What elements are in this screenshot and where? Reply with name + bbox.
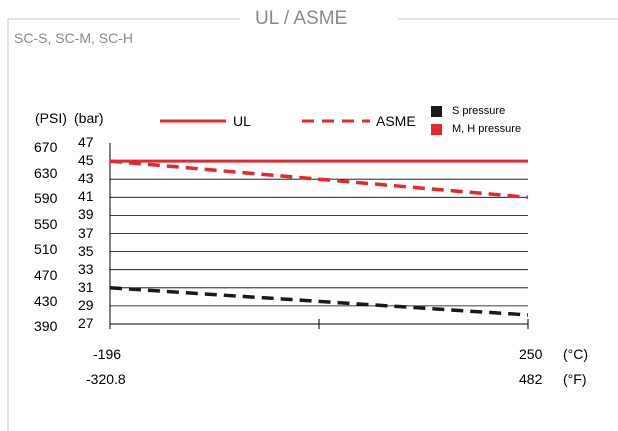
x-tick-f-max: 482 (519, 371, 543, 387)
y-tick-bar: 29 (78, 296, 94, 313)
legend-s-swatch (431, 106, 442, 117)
x-tick-f-min: -320.8 (86, 371, 126, 387)
y-tick-bar: 45 (78, 152, 94, 169)
y-tick-bar: 43 (78, 170, 94, 187)
y-tick-bar: 27 (78, 315, 94, 331)
y-tick-psi: 630 (34, 164, 58, 181)
legend-asme-label: ASME (376, 113, 416, 129)
y-tick-bar: 39 (78, 206, 94, 223)
legend-mh-swatch (431, 124, 442, 135)
y-tick-bar: 37 (78, 224, 94, 241)
legend-ul-label: UL (233, 113, 251, 129)
y-tick-psi: 670 (34, 139, 58, 155)
bar-unit-label: (bar) (74, 110, 104, 126)
legend-s-label: S pressure (452, 105, 506, 117)
series-line-asme-mh (109, 159, 529, 200)
y-tick-bar: 31 (78, 278, 94, 295)
y-tick-bar: 33 (78, 260, 94, 277)
y-tick-psi: 470 (34, 267, 58, 283)
model-names: SC-S, SC-M, SC-H (14, 30, 133, 46)
y-tick-psi: 430 (34, 292, 58, 309)
psi-unit-label: (PSI) (35, 110, 67, 126)
y-tick-psi: 510 (34, 241, 58, 258)
x-unit-fahrenheit: (°F) (563, 371, 587, 387)
y-tick-bar: 41 (78, 188, 94, 205)
x-tick-c-max: 250 (519, 346, 543, 362)
y-tick-psi: 590 (34, 190, 58, 207)
y-tick-psi: 390 (34, 318, 58, 335)
x-unit-celsius: (°C) (563, 346, 589, 362)
y-tick-bar: 47 (78, 134, 94, 150)
legend-mh-label: M, H pressure (452, 123, 522, 135)
y-tick-psi: 550 (34, 215, 58, 232)
x-tick-c-min: -196 (93, 346, 122, 362)
y-tick-bar: 35 (78, 242, 94, 259)
series-line-asme-s (109, 286, 529, 317)
chart-title: UL / ASME (255, 8, 348, 29)
